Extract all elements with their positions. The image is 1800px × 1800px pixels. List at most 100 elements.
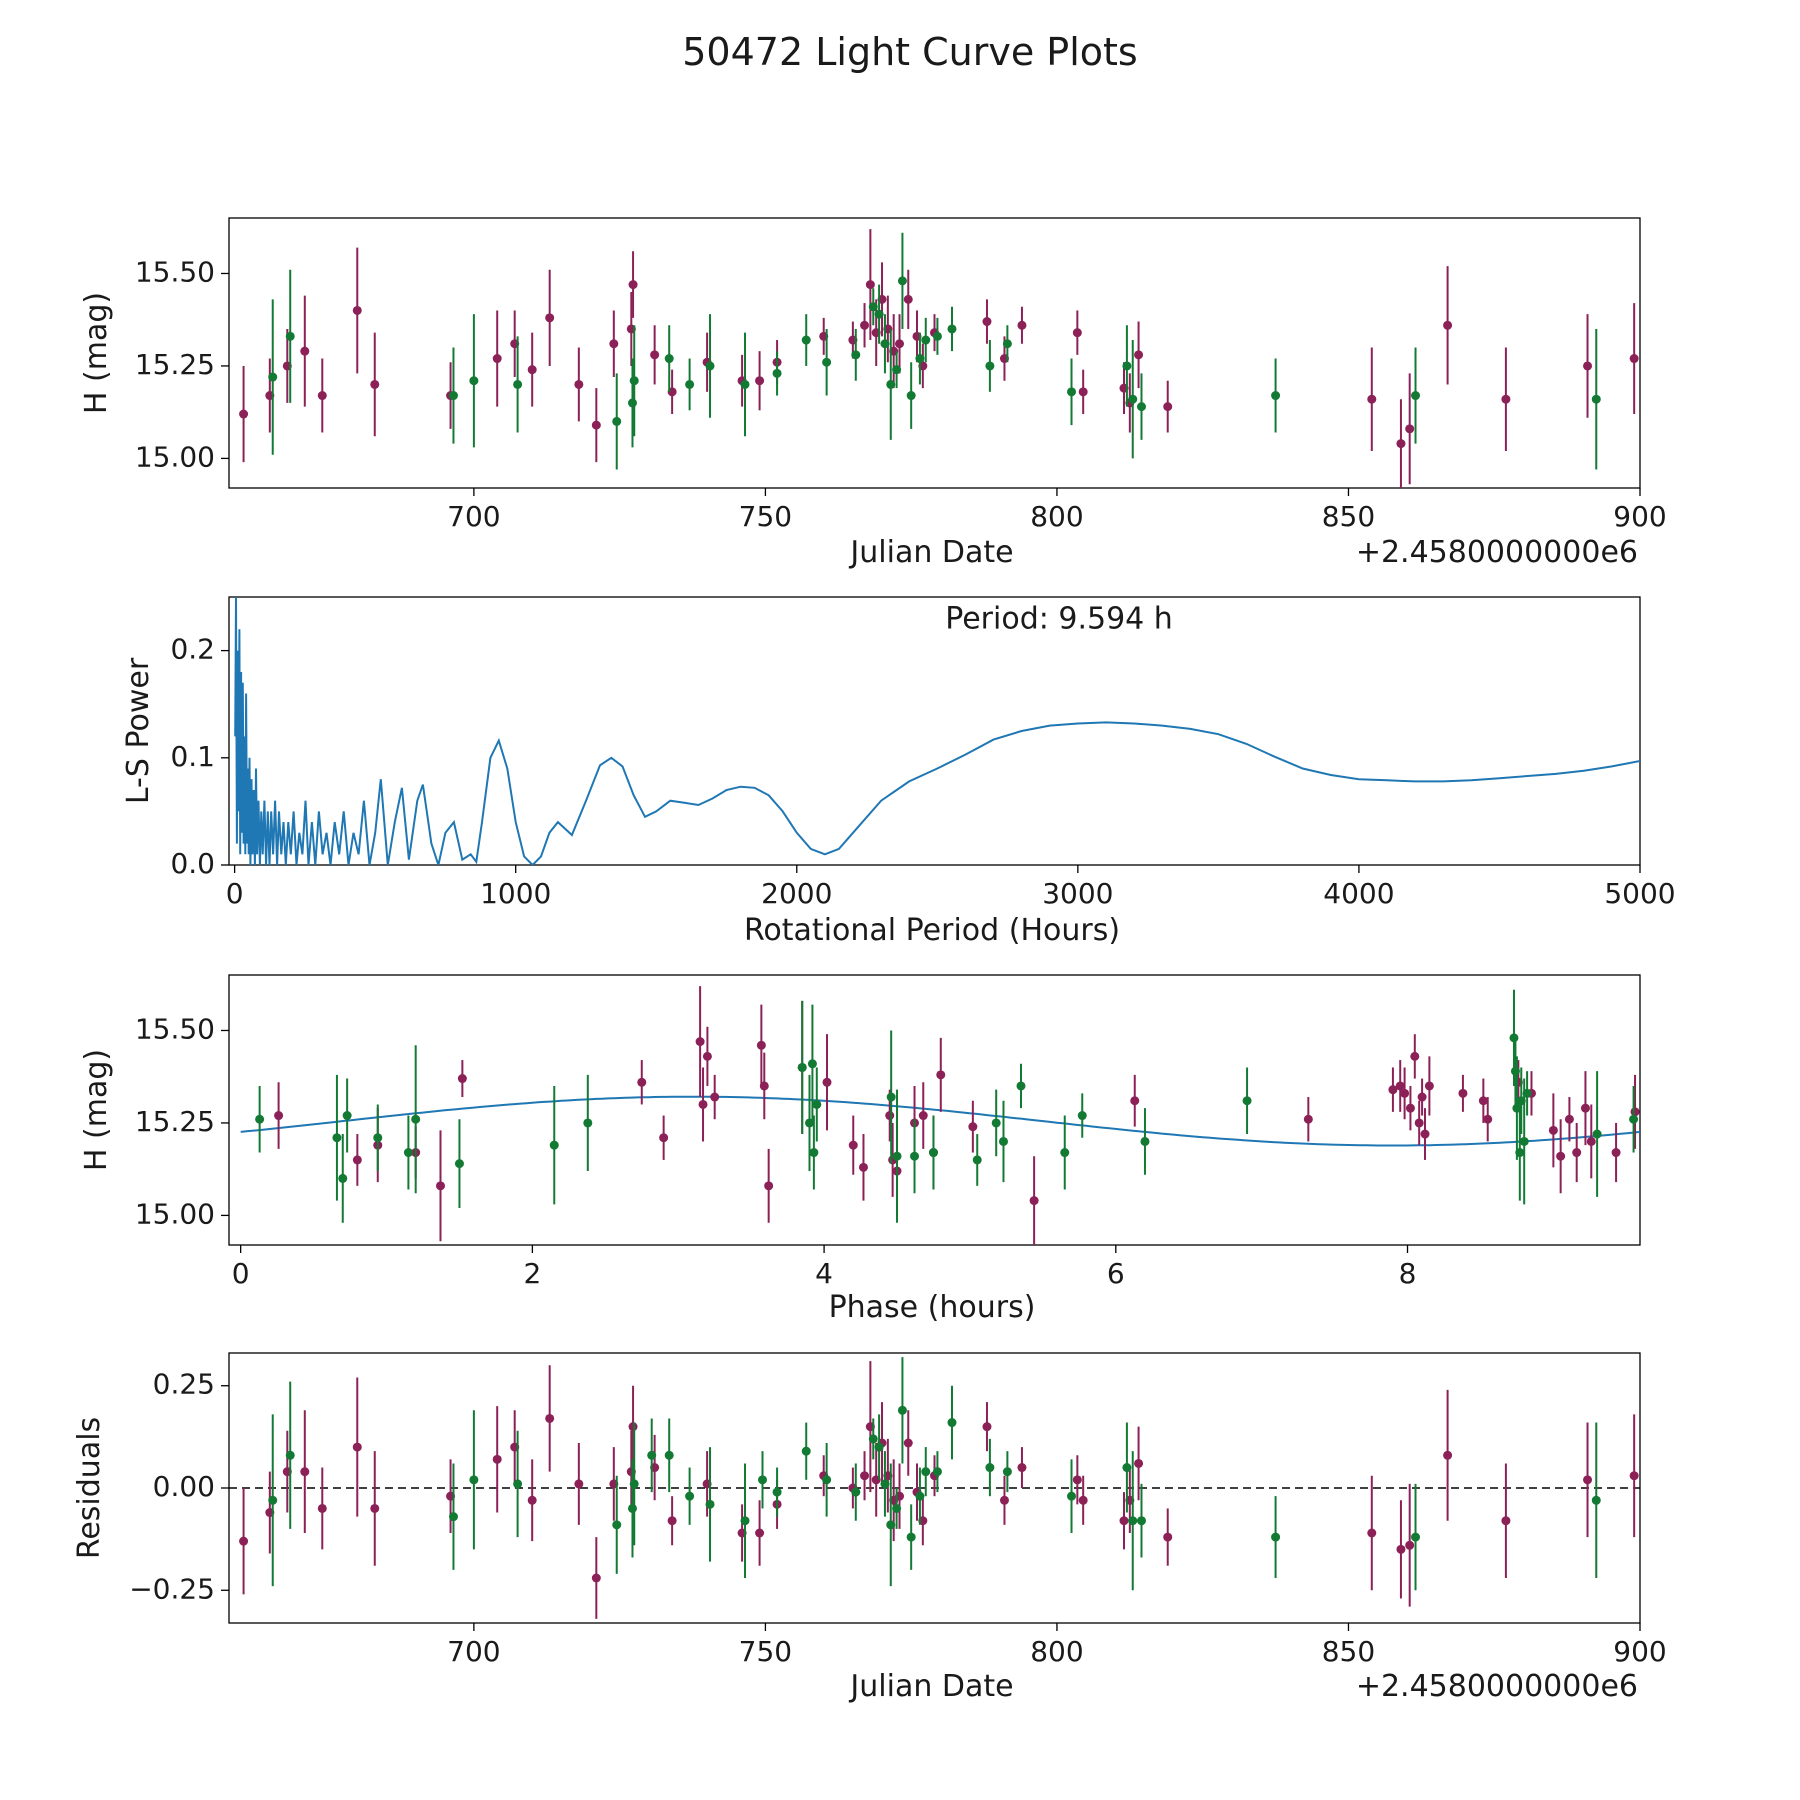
data-point — [650, 350, 660, 360]
data-point — [809, 1148, 819, 1158]
data-point — [985, 1463, 995, 1473]
data-point — [932, 1467, 942, 1477]
data-point — [628, 280, 638, 290]
data-point — [886, 1092, 896, 1102]
data-point — [807, 1059, 817, 1069]
data-point — [947, 324, 957, 334]
data-point — [300, 1467, 310, 1477]
data-point — [545, 313, 555, 323]
data-point — [667, 1516, 677, 1526]
data-point — [373, 1133, 383, 1143]
data-point — [695, 1037, 705, 1047]
data-point — [936, 1070, 946, 1080]
data-point — [527, 365, 537, 375]
data-point — [1592, 1129, 1602, 1139]
data-point — [317, 1503, 327, 1513]
phased-light-curve-panel: 0 2 4 6 8 15.00 15.25 15.50 Phase (hours) H (ma… — [79, 974, 1641, 1325]
figure-title: 50472 Light Curve Plots — [682, 30, 1137, 74]
residuals-panel: 700 750 800 850 900 −0.25 0.00 0.25 Julian Date… — [72, 1352, 1667, 1704]
y-tick-label: 15.00 — [135, 1197, 215, 1230]
data-point — [1002, 339, 1012, 349]
data-point — [627, 398, 637, 408]
x-tick-label: 2 — [523, 1257, 541, 1290]
data-point — [1395, 1081, 1405, 1091]
data-point — [1405, 1103, 1415, 1113]
x-tick-label: 750 — [739, 1635, 792, 1668]
data-point — [1067, 387, 1077, 397]
data-point — [998, 1136, 1008, 1146]
data-point — [1388, 1085, 1398, 1095]
data-point — [1501, 394, 1511, 404]
periodogram-ticks: 0 1000 2000 3000 4000 5000 0.0 0.1 0.2 — [170, 633, 1675, 910]
data-point — [1586, 1136, 1596, 1146]
data-point — [583, 1118, 593, 1128]
data-point — [972, 1155, 982, 1165]
data-point — [627, 1503, 637, 1513]
data-point — [874, 309, 884, 319]
data-point — [454, 1159, 464, 1169]
data-point — [921, 1467, 931, 1477]
periodogram-curve — [234, 597, 1640, 865]
data-point — [982, 317, 992, 327]
data-point — [1078, 387, 1088, 397]
data-point — [1128, 394, 1138, 404]
data-point — [985, 361, 995, 371]
data-point — [435, 1181, 445, 1191]
data-point — [1367, 1528, 1377, 1538]
data-point — [822, 1475, 832, 1485]
data-point — [892, 365, 902, 375]
data-point — [1271, 391, 1281, 401]
data-point — [1629, 1114, 1639, 1124]
data-point — [1396, 1544, 1406, 1554]
y-tick-label: 0.1 — [170, 740, 215, 773]
y-tick-label: 0.0 — [170, 847, 215, 880]
data-point — [947, 1418, 957, 1428]
data-point — [1510, 1066, 1520, 1076]
data-point — [609, 339, 619, 349]
data-point — [545, 1413, 555, 1423]
x-tick-label: 850 — [1322, 1635, 1375, 1668]
data-point — [317, 391, 327, 401]
data-point — [886, 1520, 896, 1530]
data-point — [812, 1099, 822, 1109]
data-point — [1077, 1111, 1087, 1121]
data-point — [664, 1450, 674, 1460]
x-tick-label: 750 — [739, 500, 792, 533]
data-point — [1583, 1475, 1593, 1485]
data-point — [1002, 1467, 1012, 1477]
data-point — [1128, 1516, 1138, 1526]
data-point — [591, 1573, 601, 1583]
data-point — [352, 1155, 362, 1165]
data-point — [448, 391, 458, 401]
y-tick-label: 0.25 — [153, 1368, 215, 1401]
data-point — [1078, 1495, 1088, 1505]
y-tick-label: 15.50 — [135, 255, 215, 288]
data-point — [352, 1442, 362, 1452]
x-tick-label: 0 — [232, 1257, 250, 1290]
data-point — [1303, 1114, 1313, 1124]
data-point — [1483, 1114, 1493, 1124]
data-point — [1072, 1475, 1082, 1485]
data-point — [906, 1532, 916, 1542]
data-point — [1417, 1092, 1427, 1102]
data-point — [1242, 1096, 1252, 1106]
data-point — [239, 409, 249, 419]
data-point — [549, 1140, 559, 1150]
data-point — [492, 354, 502, 364]
data-point — [880, 339, 890, 349]
x-tick-label: 4 — [815, 1257, 833, 1290]
data-point — [1522, 1088, 1532, 1098]
data-point — [1519, 1136, 1529, 1146]
data-point — [1029, 1196, 1039, 1206]
data-point — [1396, 439, 1406, 449]
residuals-offset-label: +2.4580000000e6 — [1356, 1669, 1638, 1704]
data-point — [860, 1471, 870, 1481]
data-point — [637, 1077, 647, 1087]
data-point — [628, 1422, 638, 1432]
data-point — [1591, 1495, 1601, 1505]
x-tick-label: 700 — [447, 1635, 500, 1668]
data-point — [300, 346, 310, 356]
y-tick-label: 15.50 — [135, 1012, 215, 1045]
data-point — [1424, 1081, 1434, 1091]
